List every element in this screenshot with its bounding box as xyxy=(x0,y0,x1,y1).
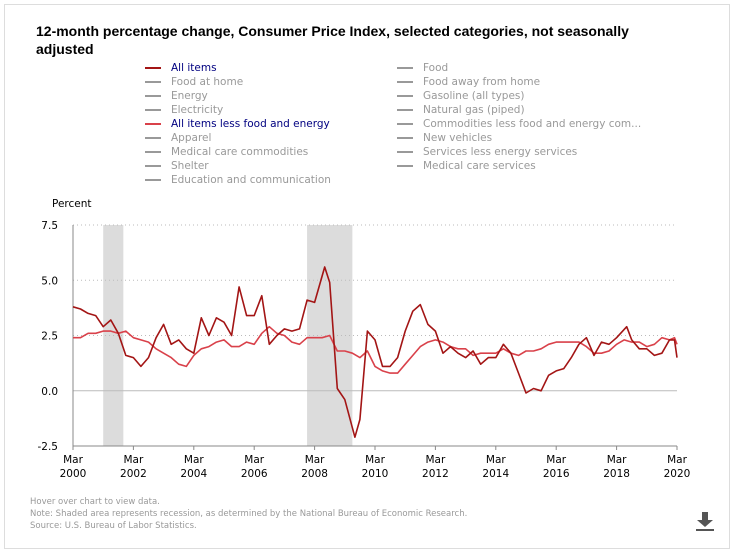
legend-item[interactable]: Energy xyxy=(145,89,208,103)
legend-item[interactable]: Services less energy services xyxy=(397,145,577,159)
legend-label: All items xyxy=(171,62,217,74)
legend-swatch xyxy=(145,137,161,139)
legend-item[interactable]: Commodities less food and energy com... xyxy=(397,117,641,131)
legend-label: Medical care commodities xyxy=(171,146,309,158)
x-tick-month: Mar xyxy=(607,454,627,466)
x-tick-year: 2016 xyxy=(543,468,570,480)
legend-item[interactable]: Education and communication xyxy=(145,173,331,187)
x-tick-month: Mar xyxy=(546,454,566,466)
legend-swatch xyxy=(397,95,413,97)
x-tick-year: 2014 xyxy=(482,468,509,480)
footnote-hover: Hover over chart to view data. xyxy=(30,497,160,507)
legend-swatch xyxy=(397,165,413,167)
x-tick-year: 2008 xyxy=(301,468,328,480)
download-icon xyxy=(696,512,714,531)
legend-item[interactable]: All items xyxy=(145,61,217,75)
legend-label: Medical care services xyxy=(423,160,536,172)
x-tick-month: Mar xyxy=(244,454,264,466)
chart-title: 12-month percentage change, Consumer Pri… xyxy=(36,23,629,57)
legend-item[interactable]: Medical care commodities xyxy=(145,145,308,159)
legend-item[interactable]: Apparel xyxy=(145,131,211,145)
legend-label: Shelter xyxy=(171,160,209,172)
x-tick-year: 2012 xyxy=(422,468,449,480)
legend-swatch xyxy=(145,95,161,97)
series-line-all-items-less-food-and-energy xyxy=(73,325,678,374)
y-tick-label: 2.5 xyxy=(41,331,58,343)
y-tick-label: 0.0 xyxy=(41,386,58,398)
x-tick-year: 2006 xyxy=(241,468,268,480)
legend-swatch xyxy=(145,151,161,153)
y-axis-label: Percent xyxy=(52,198,92,210)
legend-label: Services less energy services xyxy=(423,146,578,158)
x-tick-month: Mar xyxy=(305,454,325,466)
legend-item[interactable]: Natural gas (piped) xyxy=(397,103,525,117)
legend-item[interactable]: Gasoline (all types) xyxy=(397,89,524,103)
legend-label: Gasoline (all types) xyxy=(423,90,525,102)
legend-label: Energy xyxy=(171,90,208,102)
x-tick-month: Mar xyxy=(63,454,83,466)
legend-swatch xyxy=(145,123,161,125)
chart-panel xyxy=(4,4,730,549)
legend-swatch xyxy=(145,109,161,111)
legend-swatch xyxy=(397,123,413,125)
legend-item[interactable]: Electricity xyxy=(145,103,223,117)
x-tick-year: 2002 xyxy=(120,468,147,480)
x-tick-month: Mar xyxy=(365,454,385,466)
legend-swatch xyxy=(397,137,413,139)
legend-item[interactable]: Food xyxy=(397,61,448,75)
legend-item[interactable]: All items less food and energy xyxy=(145,117,330,131)
x-tick-month: Mar xyxy=(667,454,687,466)
legend-item[interactable]: Medical care services xyxy=(397,159,536,173)
legend-label: Electricity xyxy=(171,104,224,116)
legend-swatch xyxy=(145,81,161,83)
legend-swatch xyxy=(145,67,161,69)
legend-label: Food at home xyxy=(171,76,244,88)
footnote-recession: Note: Shaded area represents recession, … xyxy=(30,509,468,519)
y-tick-label: -2.5 xyxy=(38,441,59,453)
x-tick-month: Mar xyxy=(184,454,204,466)
legend-label: Food xyxy=(423,62,449,74)
x-tick-month: Mar xyxy=(425,454,445,466)
legend-swatch xyxy=(397,67,413,69)
x-tick-year: 2000 xyxy=(60,468,87,480)
x-tick-month: Mar xyxy=(486,454,506,466)
legend-item[interactable]: Food away from home xyxy=(397,75,540,89)
legend-item[interactable]: Shelter xyxy=(145,159,209,173)
y-tick-label: 7.5 xyxy=(41,220,58,232)
legend-swatch xyxy=(145,165,161,167)
footnote-source: Source: U.S. Bureau of Labor Statistics. xyxy=(30,521,197,531)
x-tick-year: 2010 xyxy=(362,468,389,480)
legend-label: Food away from home xyxy=(423,76,541,88)
legend-label: Education and communication xyxy=(171,174,331,186)
legend-swatch xyxy=(397,109,413,111)
legend-item[interactable]: Food at home xyxy=(145,75,243,89)
x-tick-year: 2020 xyxy=(664,468,691,480)
legend-swatch xyxy=(397,151,413,153)
legend-swatch xyxy=(145,179,161,181)
y-tick-label: 5.0 xyxy=(41,275,58,287)
legend-label: Commodities less food and energy com... xyxy=(423,118,642,130)
x-tick-year: 2018 xyxy=(603,468,630,480)
legend-item[interactable]: New vehicles xyxy=(397,131,492,145)
legend-label: Natural gas (piped) xyxy=(423,104,525,116)
x-tick-month: Mar xyxy=(123,454,143,466)
legend-label: All items less food and energy xyxy=(171,118,330,130)
legend-swatch xyxy=(397,81,413,83)
x-tick-year: 2004 xyxy=(180,468,207,480)
download-button[interactable] xyxy=(694,510,716,532)
series-line-all-items xyxy=(72,266,678,438)
legend-label: Apparel xyxy=(171,132,212,144)
legend-label: New vehicles xyxy=(423,132,493,144)
